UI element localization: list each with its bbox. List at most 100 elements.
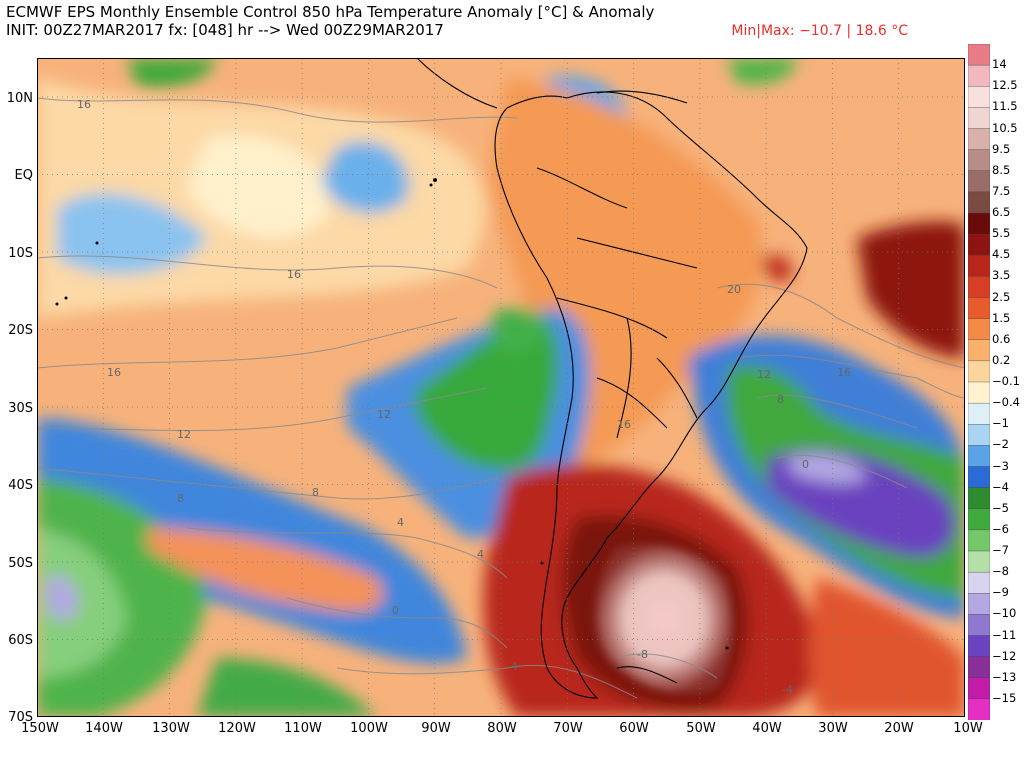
colorbar-level-label: 5.5 bbox=[992, 226, 1011, 241]
colorbar-level-label: −10 bbox=[992, 606, 1017, 621]
colorbar-swatch bbox=[968, 402, 990, 425]
anomaly-map: 16 16 16 16 20 12 12 12 8 8 4 0 -4 4 16 … bbox=[37, 58, 965, 717]
warm-anomaly-northeast bbox=[857, 221, 965, 358]
colorbar-level-label: 10.5 bbox=[992, 120, 1018, 135]
country-border-2 bbox=[576, 237, 698, 269]
colorbar-swatch bbox=[968, 550, 990, 573]
green-patch-ne bbox=[727, 58, 797, 85]
country-border-3 bbox=[596, 377, 668, 429]
lon-label: 30W bbox=[818, 721, 848, 736]
contour-label: 0 bbox=[392, 604, 399, 617]
contour-label: -8 bbox=[637, 648, 648, 661]
colorbar-swatch bbox=[968, 614, 990, 637]
island bbox=[725, 646, 729, 650]
lat-label: 30S bbox=[8, 401, 33, 416]
contour-4 bbox=[186, 527, 508, 579]
contour-label: 8 bbox=[777, 393, 784, 406]
southern-light-green-band bbox=[37, 528, 127, 678]
colorbar-level-label: 0.2 bbox=[992, 352, 1011, 367]
atlantic-light-purple bbox=[787, 454, 867, 484]
contour-label: -4 bbox=[782, 683, 793, 696]
lon-label: 10W bbox=[953, 721, 983, 736]
contour-8 bbox=[37, 467, 498, 500]
colorbar-level-label: 4.5 bbox=[992, 247, 1011, 262]
colorbar-swatch bbox=[968, 149, 990, 172]
colorbar-level-label: −8 bbox=[992, 564, 1009, 579]
lat-label: 50S bbox=[8, 556, 33, 571]
colorbar-swatch bbox=[968, 424, 990, 447]
lon-label: 120W bbox=[218, 721, 256, 736]
lat-label: 20S bbox=[8, 323, 33, 338]
lon-label: 140W bbox=[85, 721, 123, 736]
colorbar-level-label: −6 bbox=[992, 521, 1009, 536]
country-border-1 bbox=[556, 297, 668, 339]
country-border-6 bbox=[656, 357, 698, 419]
contour-12 bbox=[37, 387, 488, 431]
colorbar-swatch bbox=[968, 656, 990, 679]
chart-title: ECMWF EPS Monthly Ensemble Control 850 h… bbox=[6, 3, 655, 21]
contour-label: 16 bbox=[837, 366, 851, 379]
island bbox=[64, 296, 68, 300]
islands bbox=[55, 178, 729, 650]
warm-band-mid-south bbox=[147, 528, 384, 612]
contour-lines bbox=[37, 97, 965, 699]
lon-label: 50W bbox=[686, 721, 716, 736]
country-border-4 bbox=[616, 317, 632, 439]
green-patch-nw bbox=[127, 58, 217, 88]
colorbar-swatch bbox=[968, 487, 990, 510]
colorbar-swatch bbox=[968, 212, 990, 235]
lat-label: 40S bbox=[8, 478, 33, 493]
contour-label: 16 bbox=[617, 418, 631, 431]
island bbox=[429, 183, 433, 187]
contour-neg4 bbox=[336, 664, 638, 699]
green-blob-pacific bbox=[414, 316, 559, 470]
lon-label: 150W bbox=[21, 721, 59, 736]
contour-label: 16 bbox=[77, 98, 91, 111]
colorbar-level-label: −12 bbox=[992, 648, 1017, 663]
colorbar-swatch bbox=[968, 677, 990, 700]
contour-label: 8 bbox=[312, 486, 319, 499]
init-line: INIT: 00Z27MAR2017 fx: [048] hr --> Wed … bbox=[6, 21, 444, 39]
colorbar-level-label: −4 bbox=[992, 479, 1009, 494]
colorbar-level-label: −5 bbox=[992, 500, 1009, 515]
contour-label: 4 bbox=[397, 516, 404, 529]
colorbar-level-label: −13 bbox=[992, 669, 1017, 684]
lon-label: 80W bbox=[487, 721, 517, 736]
colorbar-level-label: 8.5 bbox=[992, 162, 1011, 177]
colorbar-level-label: 11.5 bbox=[992, 99, 1018, 114]
contour-label: 4 bbox=[477, 548, 484, 561]
country-border-5 bbox=[536, 167, 628, 209]
colorbar-swatch bbox=[968, 529, 990, 552]
colorbar-level-label: −0.1 bbox=[992, 374, 1020, 388]
colorbar-swatch bbox=[968, 107, 990, 130]
colorbar-level-label: −3 bbox=[992, 458, 1009, 473]
colorbar-swatch bbox=[968, 233, 990, 256]
warm-spot-brazil-coast bbox=[762, 254, 793, 282]
contour-label: 20 bbox=[727, 283, 741, 296]
colorbar-swatch bbox=[968, 360, 990, 383]
contour-label: 12 bbox=[757, 368, 771, 381]
colorbar-level-label: 0.6 bbox=[992, 331, 1011, 346]
min-max-readout: Min|Max: −10.7 | 18.6 °C bbox=[731, 23, 908, 39]
colorbar-level-label: −15 bbox=[992, 690, 1017, 705]
contour-neg8 bbox=[616, 653, 718, 679]
lat-label: 70S bbox=[8, 710, 33, 725]
caribbean-outline bbox=[596, 90, 688, 104]
lat-label: EQ bbox=[14, 168, 33, 183]
colorbar-level-label: 14 bbox=[992, 57, 1007, 72]
contour-label-group: 16 16 16 16 20 12 12 12 8 8 4 0 -4 4 16 … bbox=[77, 98, 851, 696]
colorbar-level-label: 12.5 bbox=[992, 78, 1018, 93]
island bbox=[433, 178, 437, 182]
colorbar-level-label: −9 bbox=[992, 585, 1009, 600]
colorbar-level-label: −1 bbox=[992, 416, 1009, 431]
colorbar-swatch bbox=[968, 297, 990, 320]
lon-label: 40W bbox=[752, 721, 782, 736]
contour-16-atlantic bbox=[736, 354, 965, 399]
central-america-outline bbox=[416, 58, 498, 109]
contour-0 bbox=[286, 597, 508, 649]
colorbar-level-label: 3.5 bbox=[992, 268, 1011, 283]
lat-label: 10S bbox=[8, 246, 33, 261]
lon-label: 130W bbox=[152, 721, 190, 736]
colorbar bbox=[968, 44, 990, 720]
colorbar-swatch bbox=[968, 635, 990, 658]
